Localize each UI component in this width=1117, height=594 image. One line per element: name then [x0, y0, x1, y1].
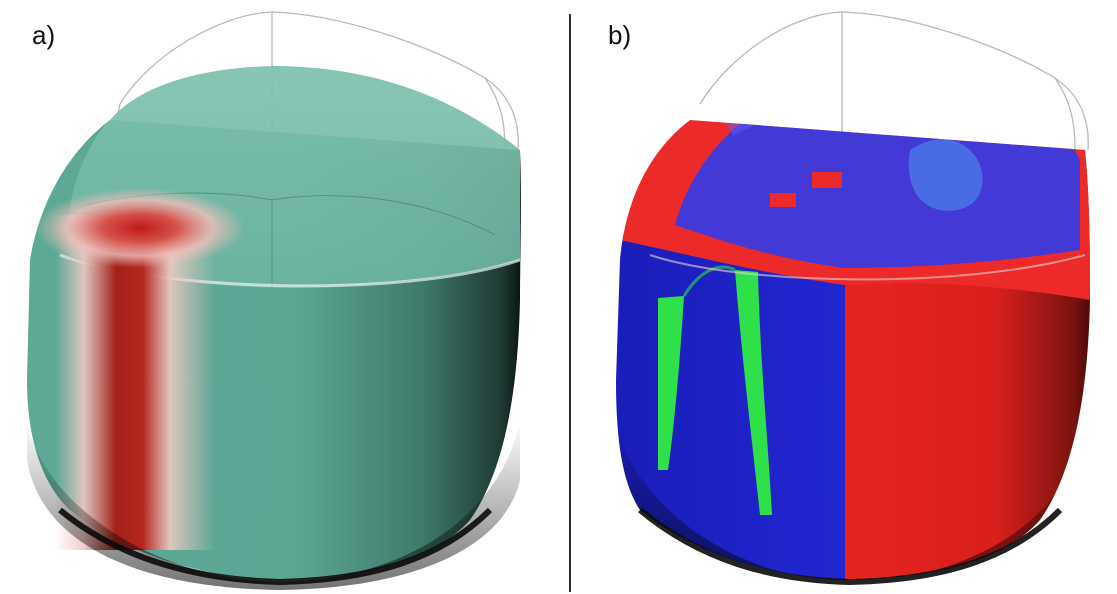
- panel-b: b): [580, 0, 1117, 594]
- region-green-left: [658, 296, 684, 470]
- region-light-blue-patch: [908, 139, 983, 211]
- panel-divider: [569, 14, 571, 592]
- region-blue-top: [675, 120, 1080, 268]
- stress-stripe: [55, 215, 215, 550]
- region-green-right: [735, 270, 772, 515]
- region-blue-side: [616, 230, 845, 580]
- red-patch-1: [812, 172, 842, 188]
- panel-b-label: b): [608, 20, 632, 50]
- red-patch-3: [985, 98, 1015, 114]
- panel-b-render: [616, 11, 1090, 586]
- panel-a-render: [27, 11, 521, 590]
- red-patch-2: [770, 193, 796, 207]
- panel-a: a): [27, 11, 521, 590]
- panel-a-label: a): [32, 20, 56, 50]
- stress-hotspot: [35, 188, 245, 268]
